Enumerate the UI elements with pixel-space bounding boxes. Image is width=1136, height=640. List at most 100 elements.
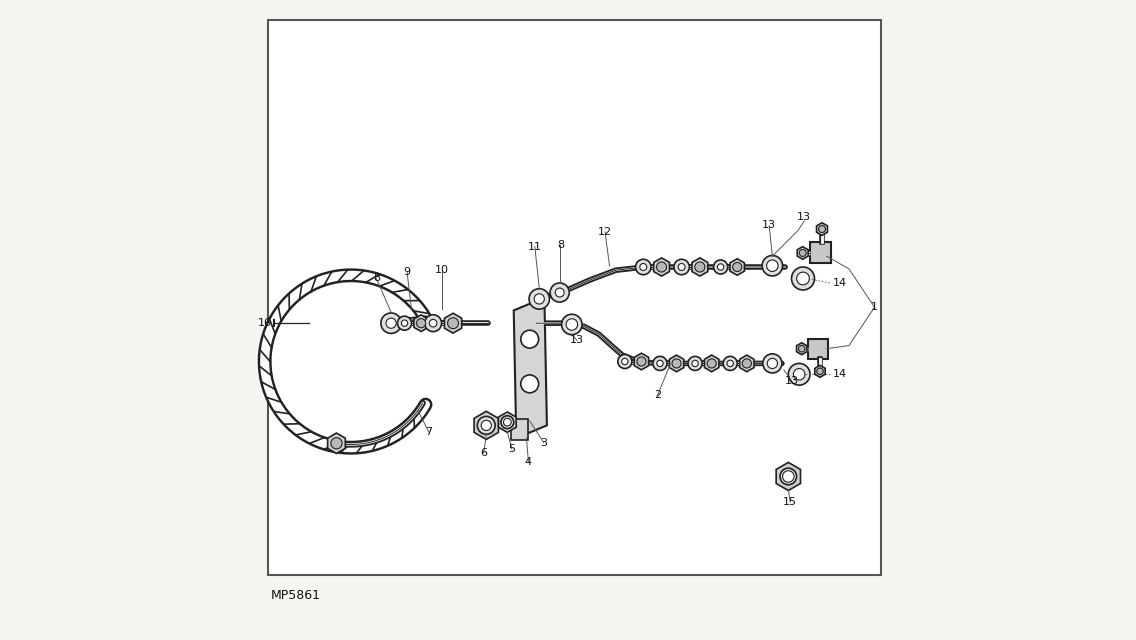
Circle shape xyxy=(529,289,550,309)
Circle shape xyxy=(817,368,824,374)
Polygon shape xyxy=(796,343,807,355)
Circle shape xyxy=(762,255,783,276)
Circle shape xyxy=(381,313,401,333)
Polygon shape xyxy=(634,353,649,370)
Circle shape xyxy=(657,262,667,272)
Circle shape xyxy=(561,314,582,335)
Circle shape xyxy=(477,417,495,435)
Circle shape xyxy=(653,356,667,371)
Text: 14: 14 xyxy=(833,369,846,380)
Circle shape xyxy=(819,225,826,232)
Circle shape xyxy=(550,283,569,302)
Polygon shape xyxy=(444,313,461,333)
Text: 8: 8 xyxy=(373,273,379,284)
Circle shape xyxy=(792,267,815,290)
Circle shape xyxy=(478,418,494,433)
Circle shape xyxy=(800,250,807,257)
Text: 13: 13 xyxy=(570,335,584,346)
Circle shape xyxy=(767,358,777,369)
Circle shape xyxy=(780,468,796,484)
Text: 13: 13 xyxy=(785,376,799,386)
Polygon shape xyxy=(510,419,528,440)
Text: 6: 6 xyxy=(481,448,487,458)
Circle shape xyxy=(713,260,728,274)
Circle shape xyxy=(502,417,513,428)
Polygon shape xyxy=(414,315,428,332)
Text: 12: 12 xyxy=(598,227,612,237)
Text: MP5861: MP5861 xyxy=(272,589,321,602)
Circle shape xyxy=(799,346,805,352)
Bar xyxy=(809,339,828,358)
Circle shape xyxy=(695,262,705,272)
Circle shape xyxy=(635,259,651,275)
Text: 16: 16 xyxy=(258,318,272,328)
Text: 4: 4 xyxy=(525,457,532,467)
Circle shape xyxy=(688,356,702,371)
Circle shape xyxy=(788,364,810,385)
Polygon shape xyxy=(815,365,825,378)
Text: 11: 11 xyxy=(528,241,542,252)
Circle shape xyxy=(780,468,796,484)
Circle shape xyxy=(331,438,342,449)
Circle shape xyxy=(417,319,426,328)
Polygon shape xyxy=(692,258,708,276)
Circle shape xyxy=(793,369,805,380)
Polygon shape xyxy=(730,259,744,275)
Circle shape xyxy=(674,259,690,275)
Circle shape xyxy=(673,359,682,368)
Circle shape xyxy=(762,354,782,373)
Text: 3: 3 xyxy=(541,438,548,447)
Circle shape xyxy=(503,419,511,426)
Circle shape xyxy=(767,260,778,271)
Circle shape xyxy=(501,416,513,429)
Polygon shape xyxy=(653,258,669,276)
Polygon shape xyxy=(474,412,499,440)
Circle shape xyxy=(657,360,663,367)
Polygon shape xyxy=(776,463,801,490)
Circle shape xyxy=(386,318,396,328)
Circle shape xyxy=(742,359,751,368)
Circle shape xyxy=(796,272,809,285)
Circle shape xyxy=(534,294,544,304)
Circle shape xyxy=(429,319,437,327)
Polygon shape xyxy=(797,246,808,259)
Circle shape xyxy=(692,360,699,367)
Text: 7: 7 xyxy=(425,427,433,436)
Circle shape xyxy=(640,264,646,271)
Circle shape xyxy=(724,356,737,371)
Circle shape xyxy=(783,470,794,482)
Text: 13: 13 xyxy=(762,221,776,230)
Circle shape xyxy=(718,264,724,270)
Bar xyxy=(268,20,880,575)
Text: 13: 13 xyxy=(797,212,811,221)
Circle shape xyxy=(733,262,742,271)
Polygon shape xyxy=(817,223,827,236)
Text: 15: 15 xyxy=(783,497,797,507)
Circle shape xyxy=(618,355,632,369)
Circle shape xyxy=(520,330,538,348)
Polygon shape xyxy=(513,298,546,438)
Text: 5: 5 xyxy=(508,444,516,454)
Bar xyxy=(810,243,830,264)
Circle shape xyxy=(448,317,459,329)
Text: 1: 1 xyxy=(871,302,878,312)
Circle shape xyxy=(727,360,734,367)
Circle shape xyxy=(566,319,577,330)
Text: 2: 2 xyxy=(654,390,661,401)
Circle shape xyxy=(678,264,685,271)
Circle shape xyxy=(398,316,411,330)
Circle shape xyxy=(621,358,628,365)
Polygon shape xyxy=(327,433,345,454)
Circle shape xyxy=(637,357,646,366)
Polygon shape xyxy=(669,355,684,372)
Circle shape xyxy=(425,315,442,332)
Text: 10: 10 xyxy=(435,265,449,275)
Circle shape xyxy=(482,420,492,431)
Polygon shape xyxy=(740,355,754,372)
Polygon shape xyxy=(704,355,719,372)
Text: 14: 14 xyxy=(833,278,846,288)
Text: 9: 9 xyxy=(403,267,410,277)
Polygon shape xyxy=(499,412,516,433)
Text: 8: 8 xyxy=(557,239,563,250)
Circle shape xyxy=(556,288,565,297)
